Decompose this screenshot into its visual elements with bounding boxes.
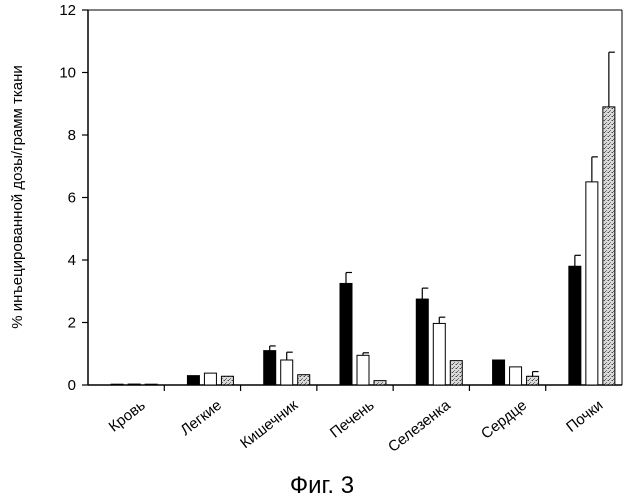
- bars: [111, 107, 615, 385]
- bar-series-2-6: [586, 182, 598, 385]
- bar-series-1-1: [187, 376, 199, 385]
- y-tick-label: 4: [68, 252, 76, 269]
- bar-series-3-6: [603, 107, 615, 385]
- x-axis: [88, 385, 622, 391]
- bar-series-2-5: [510, 367, 522, 385]
- bar-series-3-2: [298, 375, 310, 385]
- category-label: Кишечник: [237, 396, 301, 452]
- y-axis: 0 2 4 6 8 10 12: [59, 2, 88, 394]
- bar-series-1-5: [493, 360, 505, 385]
- bar-series-2-1: [204, 373, 216, 385]
- bar-series-1-2: [264, 351, 276, 385]
- bar-series-3-4: [450, 361, 462, 385]
- y-tick-label: 10: [59, 65, 76, 82]
- y-axis-title: % инъецированной дозы/грамм ткани: [9, 65, 26, 329]
- y-tick-label: 8: [68, 127, 76, 144]
- category-label: Почки: [563, 397, 606, 436]
- bar-series-1-6: [569, 266, 581, 385]
- y-tick-label: 2: [68, 315, 76, 332]
- category-label: Кровь: [106, 397, 149, 436]
- category-label: Сердце: [478, 397, 530, 443]
- plot-frame: [88, 10, 622, 385]
- y-tick-label: 6: [68, 190, 76, 207]
- y-tick-label: 0: [68, 377, 76, 394]
- bar-series-1-0: [111, 384, 123, 385]
- category-label: Печень: [327, 397, 378, 442]
- bar-series-3-3: [374, 381, 386, 385]
- bar-series-1-4: [416, 299, 428, 385]
- figure-caption: Фиг. 3: [290, 472, 354, 499]
- bar-series-1-3: [340, 283, 352, 385]
- category-label: Легкие: [177, 397, 224, 439]
- category-label: Селезенка: [385, 396, 454, 455]
- category-labels: Кровь Легкие Кишечник ПеченьСелезенка Сердце…: [106, 396, 607, 455]
- bar-series-3-5: [527, 376, 539, 385]
- bar-series-2-2: [281, 360, 293, 385]
- bar-series-3-1: [221, 376, 233, 385]
- bar-series-3-0: [145, 384, 157, 385]
- bar-series-2-3: [357, 355, 369, 385]
- bar-series-2-0: [128, 384, 140, 385]
- bar-series-2-4: [433, 323, 445, 385]
- y-tick-label: 12: [59, 2, 76, 19]
- bar-chart: 0 2 4 6 8 10 12 Кровь Легкие Кишечник ПеченьСелез…: [0, 0, 631, 500]
